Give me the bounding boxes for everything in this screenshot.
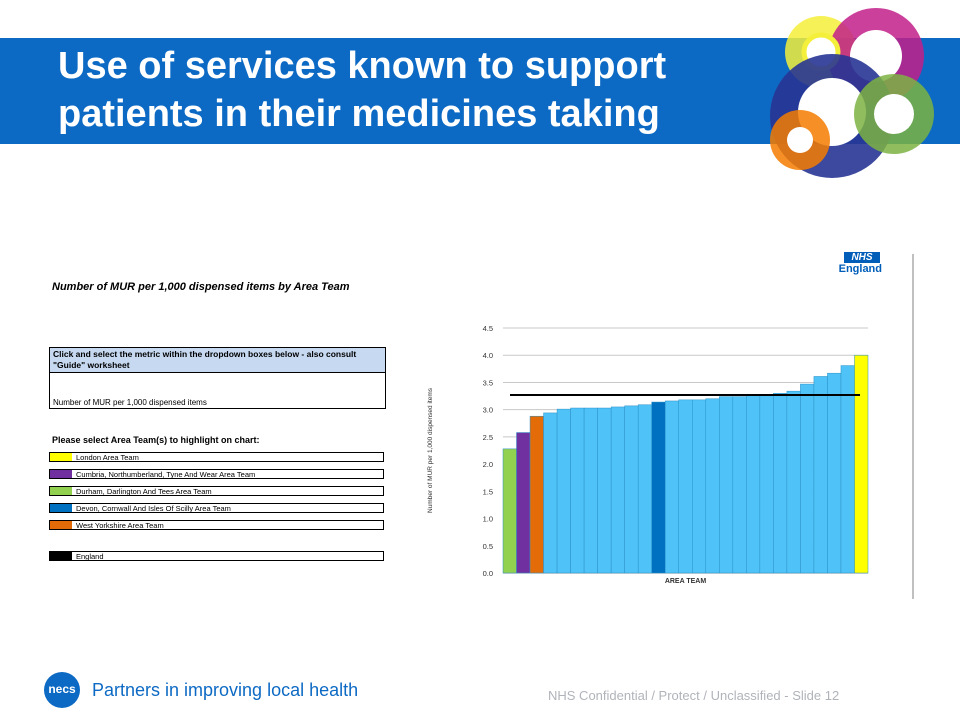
bar [759, 394, 774, 574]
bar [854, 354, 869, 574]
legend-label: Cumbria, Northumberland, Tyne And Wear A… [76, 470, 256, 479]
y-tick-label: 0.5 [483, 542, 493, 551]
dropdown-selected-value: Number of MUR per 1,000 dispensed items [53, 398, 207, 407]
legend-row-cumbria[interactable]: Cumbria, Northumberland, Tyne And Wear A… [49, 469, 384, 479]
bar [610, 406, 625, 574]
bar [786, 390, 801, 574]
nhs-england-logo: NHS England [836, 252, 882, 275]
y-tick-label: 0.0 [483, 569, 493, 578]
legend-row-devon[interactable]: Devon, Cornwall And Isles Of Scilly Area… [49, 503, 384, 513]
bar [556, 408, 571, 574]
panel-title: Number of MUR per 1,000 dispensed items … [52, 281, 350, 293]
bar [813, 376, 828, 574]
area-team-select-label: Please select Area Team(s) to highlight … [52, 435, 260, 445]
bar [516, 432, 531, 574]
slide-title: Use of services known to support patient… [58, 45, 667, 135]
legend-label: England [76, 552, 104, 561]
bar [624, 405, 639, 574]
dropdown-header: Click and select the metric within the d… [50, 348, 385, 373]
legend-swatch [50, 487, 72, 495]
bar [570, 407, 585, 574]
legend-label: Durham, Darlington And Tees Area Team [76, 487, 212, 496]
y-tick-label: 4.0 [483, 351, 493, 360]
footer-slide-info: NHS Confidential / Protect / Unclassifie… [548, 688, 840, 703]
legend-label: London Area Team [76, 453, 139, 462]
legend-row-england[interactable]: England [49, 551, 384, 561]
y-tick-label: 3.0 [483, 406, 493, 415]
legend-row-west-yorkshire[interactable]: West Yorkshire Area Team [49, 520, 384, 530]
legend-swatch [50, 504, 72, 512]
y-tick-label: 2.5 [483, 433, 493, 442]
necs-logo: necs [44, 672, 80, 708]
bar [664, 400, 679, 574]
legend-swatch [50, 453, 72, 461]
legend-label: Devon, Cornwall And Isles Of Scilly Area… [76, 504, 231, 513]
bar [502, 448, 517, 574]
legend-label: West Yorkshire Area Team [76, 521, 164, 530]
legend-swatch [50, 470, 72, 478]
legend-row-london[interactable]: London Area Team [49, 452, 384, 462]
bar [651, 401, 666, 574]
legend-swatch [50, 521, 72, 529]
panel-right-border [912, 254, 914, 599]
bar [773, 393, 788, 574]
y-tick-label: 1.0 [483, 515, 493, 524]
bar [719, 396, 734, 574]
bar [746, 395, 761, 574]
bar [583, 407, 598, 574]
footer-tagline: Partners in improving local health [92, 680, 359, 700]
metric-dropdown[interactable]: Click and select the metric within the d… [49, 347, 386, 409]
nhs-logo-box: NHS [844, 252, 880, 263]
y-tick-label: 1.5 [483, 487, 493, 496]
bar [732, 396, 747, 574]
y-tick-label: 2.0 [483, 460, 493, 469]
y-tick-label: 3.5 [483, 378, 493, 387]
nhs-logo-text: England [838, 263, 882, 275]
y-tick-label: 4.5 [483, 324, 493, 333]
bar [637, 404, 652, 574]
bar [705, 398, 720, 574]
bar [597, 407, 612, 574]
x-axis-label: AREA TEAM [665, 578, 707, 585]
bar [529, 415, 544, 574]
bar [827, 372, 842, 574]
bar [543, 412, 558, 574]
bar [692, 399, 707, 574]
decorative-circles-graphic [770, 8, 934, 178]
y-axis-label: Number of MUR per 1,000 dispensed items [427, 387, 434, 513]
bar [840, 365, 855, 574]
bar [678, 399, 693, 574]
legend-row-durham[interactable]: Durham, Darlington And Tees Area Team [49, 486, 384, 496]
legend-swatch [50, 552, 72, 560]
bar [800, 383, 815, 574]
